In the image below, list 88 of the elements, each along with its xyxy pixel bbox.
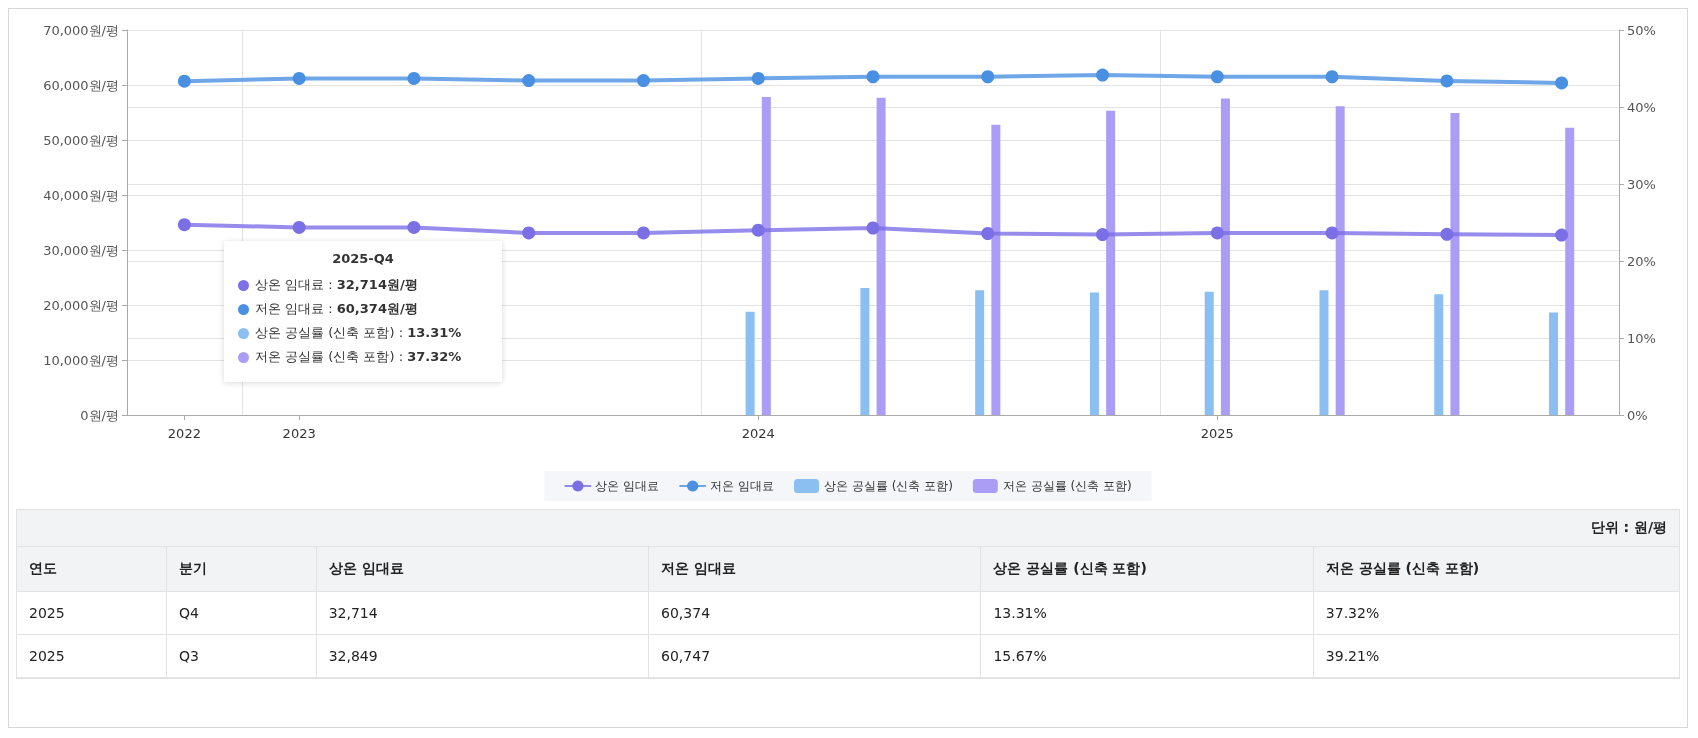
y-tick-label: 30,000원/평 [43, 242, 119, 258]
legend-label: 상온 공실률 (신축 포함) [824, 479, 953, 493]
text: 13.31% [980, 591, 1314, 635]
bar [860, 287, 870, 415]
bar [1319, 290, 1329, 415]
text: 상온 공실률 (신축 포함) [980, 547, 1314, 592]
point [751, 223, 765, 237]
y-tick-label: 70,000원/평 [43, 22, 119, 38]
text: 15.67% [980, 634, 1314, 678]
point [1440, 74, 1454, 88]
annotation: 상온 임대료 : 32,714원/평 [255, 276, 418, 294]
y2-tick-label: 20% [1627, 253, 1656, 269]
bar [1089, 292, 1099, 415]
bar [1204, 291, 1214, 415]
bar [975, 290, 985, 415]
text: 분기 [166, 547, 317, 592]
y-tick-label: 0원/평 [80, 407, 119, 423]
text: 2025 [17, 591, 167, 635]
point [177, 74, 191, 88]
point [1325, 70, 1339, 84]
x-tick-label: 2024 [741, 426, 775, 441]
legend-label: 저온 임대료 [710, 479, 775, 493]
bar [745, 311, 755, 415]
point [407, 71, 421, 85]
point [1440, 227, 1454, 241]
point [177, 218, 191, 232]
bar [1434, 294, 1444, 415]
bar [761, 96, 771, 415]
y-tick-label: 10,000원/평 [43, 352, 119, 368]
point [522, 74, 536, 88]
y-tick-label: 20,000원/평 [43, 297, 119, 313]
y2-tick-label: 50% [1627, 22, 1656, 38]
bar [991, 124, 1001, 415]
point [751, 71, 765, 85]
text: 37.32% [1313, 591, 1679, 635]
y2-tick-label: 40% [1627, 99, 1656, 115]
point [1555, 76, 1569, 90]
bar [1549, 312, 1559, 415]
text: 저온 공실률 (신축 포함) [1313, 547, 1679, 592]
point [866, 221, 880, 235]
point [1210, 226, 1224, 240]
point [981, 227, 995, 240]
y-tick-label: 50,000원/평 [43, 132, 119, 148]
legend-label: 저온 공실률 (신축 포함) [1002, 479, 1132, 493]
bar [1565, 127, 1575, 415]
text: 상온 임대료 [316, 547, 649, 592]
x-tick-label: 2023 [282, 426, 316, 441]
point [1325, 226, 1339, 240]
point [1210, 70, 1224, 84]
bar [1450, 113, 1460, 415]
annotation: 상온 공실률 (신축 포함) : 13.31% [255, 324, 462, 342]
text: 39.21% [1313, 634, 1679, 678]
annotation: 저온 임대료 : 60,374원/평 [255, 300, 418, 318]
y2-tick-label: 10% [1627, 330, 1656, 346]
point [292, 220, 306, 234]
text: 60,374 [648, 591, 981, 635]
point [866, 70, 880, 84]
x-tick-label: 2025 [1200, 426, 1234, 441]
text: 32,849 [316, 634, 649, 678]
bar [1335, 106, 1345, 415]
legend-label: 상온 임대료 [595, 479, 660, 493]
x-tick-label: 2022 [167, 426, 201, 441]
point [292, 71, 306, 85]
point [1096, 68, 1110, 82]
text: 60,747 [648, 634, 981, 678]
bar [1220, 98, 1230, 415]
text: Q4 [166, 591, 317, 635]
point [636, 226, 650, 240]
point [1555, 228, 1569, 242]
point [522, 226, 536, 240]
text: 연도 [17, 547, 167, 592]
y2-tick-label: 30% [1627, 176, 1656, 192]
text: 저온 임대료 [648, 547, 981, 592]
y-tick-label: 60,000원/평 [43, 77, 119, 93]
bar [876, 97, 886, 415]
text: 단위 : 원/평 [17, 510, 1679, 547]
annotation: 저온 공실률 (신축 포함) : 37.32% [255, 348, 462, 366]
text: 2025 [17, 634, 167, 678]
bar [1106, 110, 1116, 415]
text: 32,714 [316, 591, 649, 635]
point [636, 74, 650, 88]
point [407, 220, 421, 234]
point [1096, 228, 1110, 242]
y2-tick-label: 0% [1627, 407, 1648, 423]
point [981, 70, 995, 84]
text: Q3 [166, 634, 317, 678]
y-tick-label: 40,000원/평 [43, 187, 119, 203]
annotation: 2025-Q4 [331, 251, 395, 266]
